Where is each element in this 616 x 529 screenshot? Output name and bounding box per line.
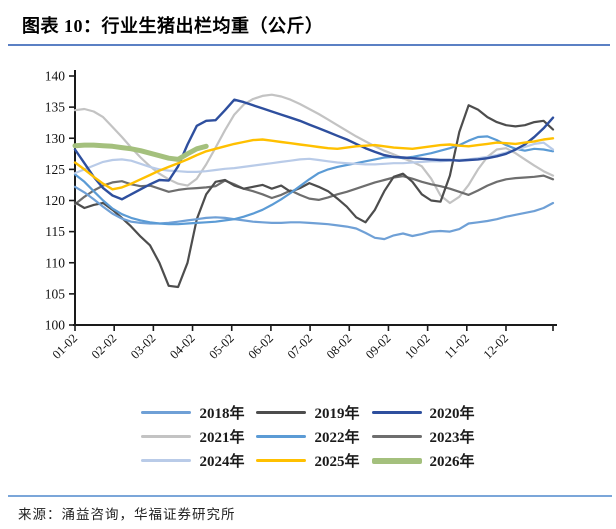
legend-swatch bbox=[256, 459, 307, 462]
legend-row: 2024年 2025年 2026年 bbox=[135, 450, 480, 471]
legend-label: 2018年 bbox=[199, 406, 245, 422]
series-line-2019 bbox=[73, 104, 555, 289]
x-tick-label: 02-02 bbox=[89, 331, 120, 362]
x-tick-label: 06-02 bbox=[245, 331, 276, 362]
x-tick-label: 08-02 bbox=[324, 331, 355, 362]
series-line-2025 bbox=[73, 137, 555, 191]
x-tick-label: 03-02 bbox=[128, 331, 159, 362]
series-line-2020 bbox=[73, 98, 555, 201]
x-tick-label: 11-02 bbox=[442, 331, 472, 361]
legend-item-2021: 2021年 bbox=[141, 426, 244, 447]
title-underline-rule bbox=[8, 44, 610, 46]
legend-swatch bbox=[371, 457, 422, 464]
legend-row: 2018年 2019年 2020年 bbox=[135, 402, 480, 423]
pig-weight-line-chart: 100 105 110 115 120 125 130 135 140 01-02 02-02 03-… bbox=[0, 56, 616, 396]
series-line-2018 bbox=[73, 185, 555, 241]
x-tick-label: 12-02 bbox=[481, 331, 512, 362]
legend-label: 2025年 bbox=[314, 454, 360, 470]
legend-label: 2019年 bbox=[314, 406, 360, 422]
legend-item-2022: 2022年 bbox=[256, 426, 360, 447]
legend-label: 2024年 bbox=[199, 454, 245, 470]
legend-item-2018: 2018年 bbox=[141, 402, 244, 423]
legend-swatch bbox=[371, 435, 422, 438]
source-divider-rule bbox=[8, 495, 612, 497]
legend-row: 2021年 2022年 2023年 bbox=[135, 426, 480, 447]
legend-item-2026: 2026年 bbox=[371, 450, 475, 471]
x-tick-label: 07-02 bbox=[285, 331, 316, 362]
legend-swatch bbox=[141, 435, 192, 438]
legend-label: 2021年 bbox=[199, 430, 245, 446]
x-tick-label: 01-02 bbox=[50, 331, 81, 362]
legend-item-2024: 2024年 bbox=[141, 450, 244, 471]
source-text: 来源：涌益咨询，华福证券研究所 bbox=[18, 507, 236, 522]
legend-item-2020: 2020年 bbox=[371, 402, 475, 423]
legend-label: 2020年 bbox=[429, 406, 475, 422]
x-tick-label: 09-02 bbox=[363, 331, 394, 362]
legend-label: 2022年 bbox=[314, 430, 360, 446]
y-tick-label: 115 bbox=[45, 224, 65, 239]
chart-legend: 2018年 2019年 2020年 2021年 2022年 2023年 2024年 2025年… bbox=[0, 402, 616, 471]
y-tick-label: 120 bbox=[45, 193, 66, 208]
legend-swatch bbox=[141, 411, 192, 414]
x-tick-label: 05-02 bbox=[206, 331, 237, 362]
y-tick-label: 140 bbox=[45, 69, 66, 84]
legend-swatch bbox=[256, 435, 307, 438]
series-line-2022 bbox=[73, 135, 555, 226]
legend-label: 2023年 bbox=[429, 430, 475, 446]
x-tick-label: 10-02 bbox=[402, 331, 433, 362]
y-tick-label: 135 bbox=[45, 100, 66, 115]
y-tick-label: 105 bbox=[45, 286, 66, 301]
y-tick-label: 100 bbox=[45, 318, 66, 333]
legend-item-2025: 2025年 bbox=[256, 450, 360, 471]
series-line-2021 bbox=[73, 93, 555, 205]
figure-title: 图表 10：行业生猪出栏均重（公斤） bbox=[22, 16, 324, 36]
x-tick-label: 04-02 bbox=[167, 331, 198, 362]
legend-swatch bbox=[371, 411, 422, 414]
y-tick-label: 130 bbox=[45, 131, 66, 146]
y-tick-label: 125 bbox=[45, 162, 66, 177]
legend-swatch bbox=[256, 411, 307, 414]
legend-label: 2026年 bbox=[429, 454, 475, 470]
legend-item-2023: 2023年 bbox=[371, 426, 475, 447]
legend-item-2019: 2019年 bbox=[256, 402, 360, 423]
y-tick-label: 110 bbox=[45, 255, 65, 270]
legend-swatch bbox=[141, 459, 192, 462]
chart-canvas: 100 105 110 115 120 125 130 135 140 01-02 02-02 03-… bbox=[45, 69, 557, 362]
series-line-2026 bbox=[72, 142, 209, 162]
series-line-2023 bbox=[73, 174, 555, 206]
